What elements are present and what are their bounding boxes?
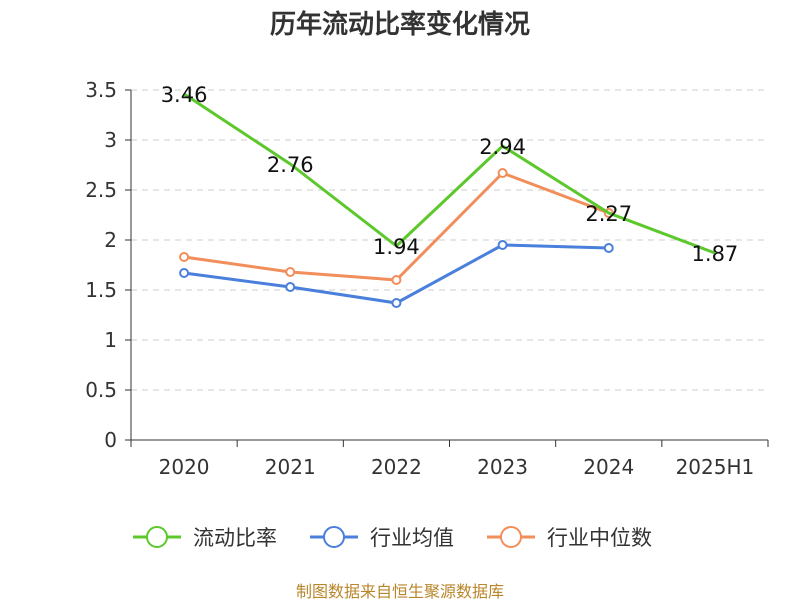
x-tick-label: 2020: [159, 455, 210, 479]
x-tick-label: 2021: [265, 455, 316, 479]
x-tick-label: 2022: [371, 455, 422, 479]
y-tick-label: 0.5: [85, 378, 117, 402]
legend-label: 流动比率: [193, 526, 277, 550]
legend-label: 行业中位数: [547, 526, 652, 550]
data-point: [497, 168, 508, 178]
y-tick-label: 2.5: [85, 178, 117, 202]
legend-marker: [323, 526, 345, 548]
chart-title: 历年流动比率变化情况: [269, 10, 530, 40]
data-label: 3.46: [161, 83, 208, 107]
legend: 流动比率 行业均值 行业中位数: [133, 526, 652, 550]
y-tick-label: 1: [104, 328, 117, 352]
grid-lines: [131, 89, 768, 391]
data-point: [179, 252, 190, 262]
data-point: [179, 268, 190, 278]
series-lines: [179, 92, 716, 308]
series-line: [183, 171, 610, 282]
data-point: [391, 275, 402, 285]
data-label: 2.76: [267, 153, 314, 177]
y-tick-label: 3: [104, 128, 117, 152]
y-tick-label: 3.5: [85, 78, 117, 102]
data-point: [391, 298, 402, 308]
legend-marker: [146, 526, 168, 548]
series-line: [183, 92, 716, 255]
data-labels: 3.46 2.76 1.94 2.94 2.27 1.87: [161, 83, 739, 266]
data-point: [497, 240, 508, 250]
x-tick-label: 2024: [583, 455, 634, 479]
y-tick-label: 1.5: [85, 278, 117, 302]
data-point: [285, 282, 296, 292]
y-tick-label: 0: [104, 428, 117, 452]
data-label: 2.27: [585, 202, 632, 226]
data-point: [603, 243, 614, 253]
legend-label: 行业均值: [370, 526, 454, 550]
legend-marker: [500, 526, 522, 548]
data-label: 1.87: [692, 242, 739, 266]
axes: 0 0.5 1 1.5 2 2.5 3 3.5 2020 2021 2022 2023 2024 2025…: [85, 78, 769, 479]
y-tick-label: 2: [104, 228, 117, 252]
x-tick-label: 2023: [477, 455, 528, 479]
x-tick-label: 2025H1: [676, 455, 755, 479]
data-label: 2.94: [479, 135, 526, 159]
data-label: 1.94: [373, 235, 420, 259]
data-point: [285, 267, 296, 277]
source-note: 制图数据来自恒生聚源数据库: [295, 582, 504, 601]
